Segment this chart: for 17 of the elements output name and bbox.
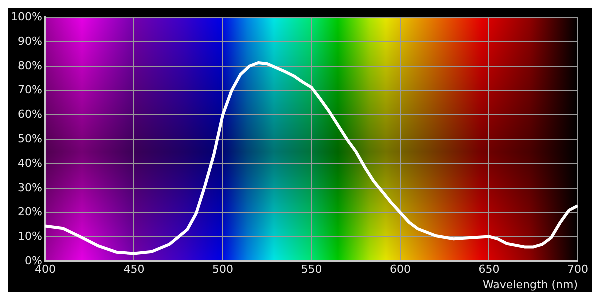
y-tick-label: 20% bbox=[18, 206, 42, 219]
y-tick-label: 70% bbox=[18, 84, 42, 97]
x-tick-label: 450 bbox=[124, 263, 145, 276]
x-tick-label: 500 bbox=[212, 263, 234, 276]
y-tick-label: 100% bbox=[10, 10, 42, 24]
y-tick-label: 30% bbox=[18, 181, 42, 194]
x-tick-label: 600 bbox=[390, 263, 411, 276]
y-tick-label: 90% bbox=[18, 34, 42, 48]
y-tick-label: 80% bbox=[18, 59, 42, 72]
x-tick-label: 650 bbox=[478, 263, 500, 276]
x-tick-label: 550 bbox=[301, 263, 322, 276]
y-tick-label: 50% bbox=[18, 132, 42, 146]
y-tick-label: 60% bbox=[18, 108, 42, 122]
y-tick-label: 10% bbox=[18, 230, 42, 244]
y-tick-label: 40% bbox=[18, 156, 42, 170]
x-tick-label: 700 bbox=[568, 263, 588, 276]
x-axis-title: Wavelength (nm) bbox=[482, 278, 578, 292]
